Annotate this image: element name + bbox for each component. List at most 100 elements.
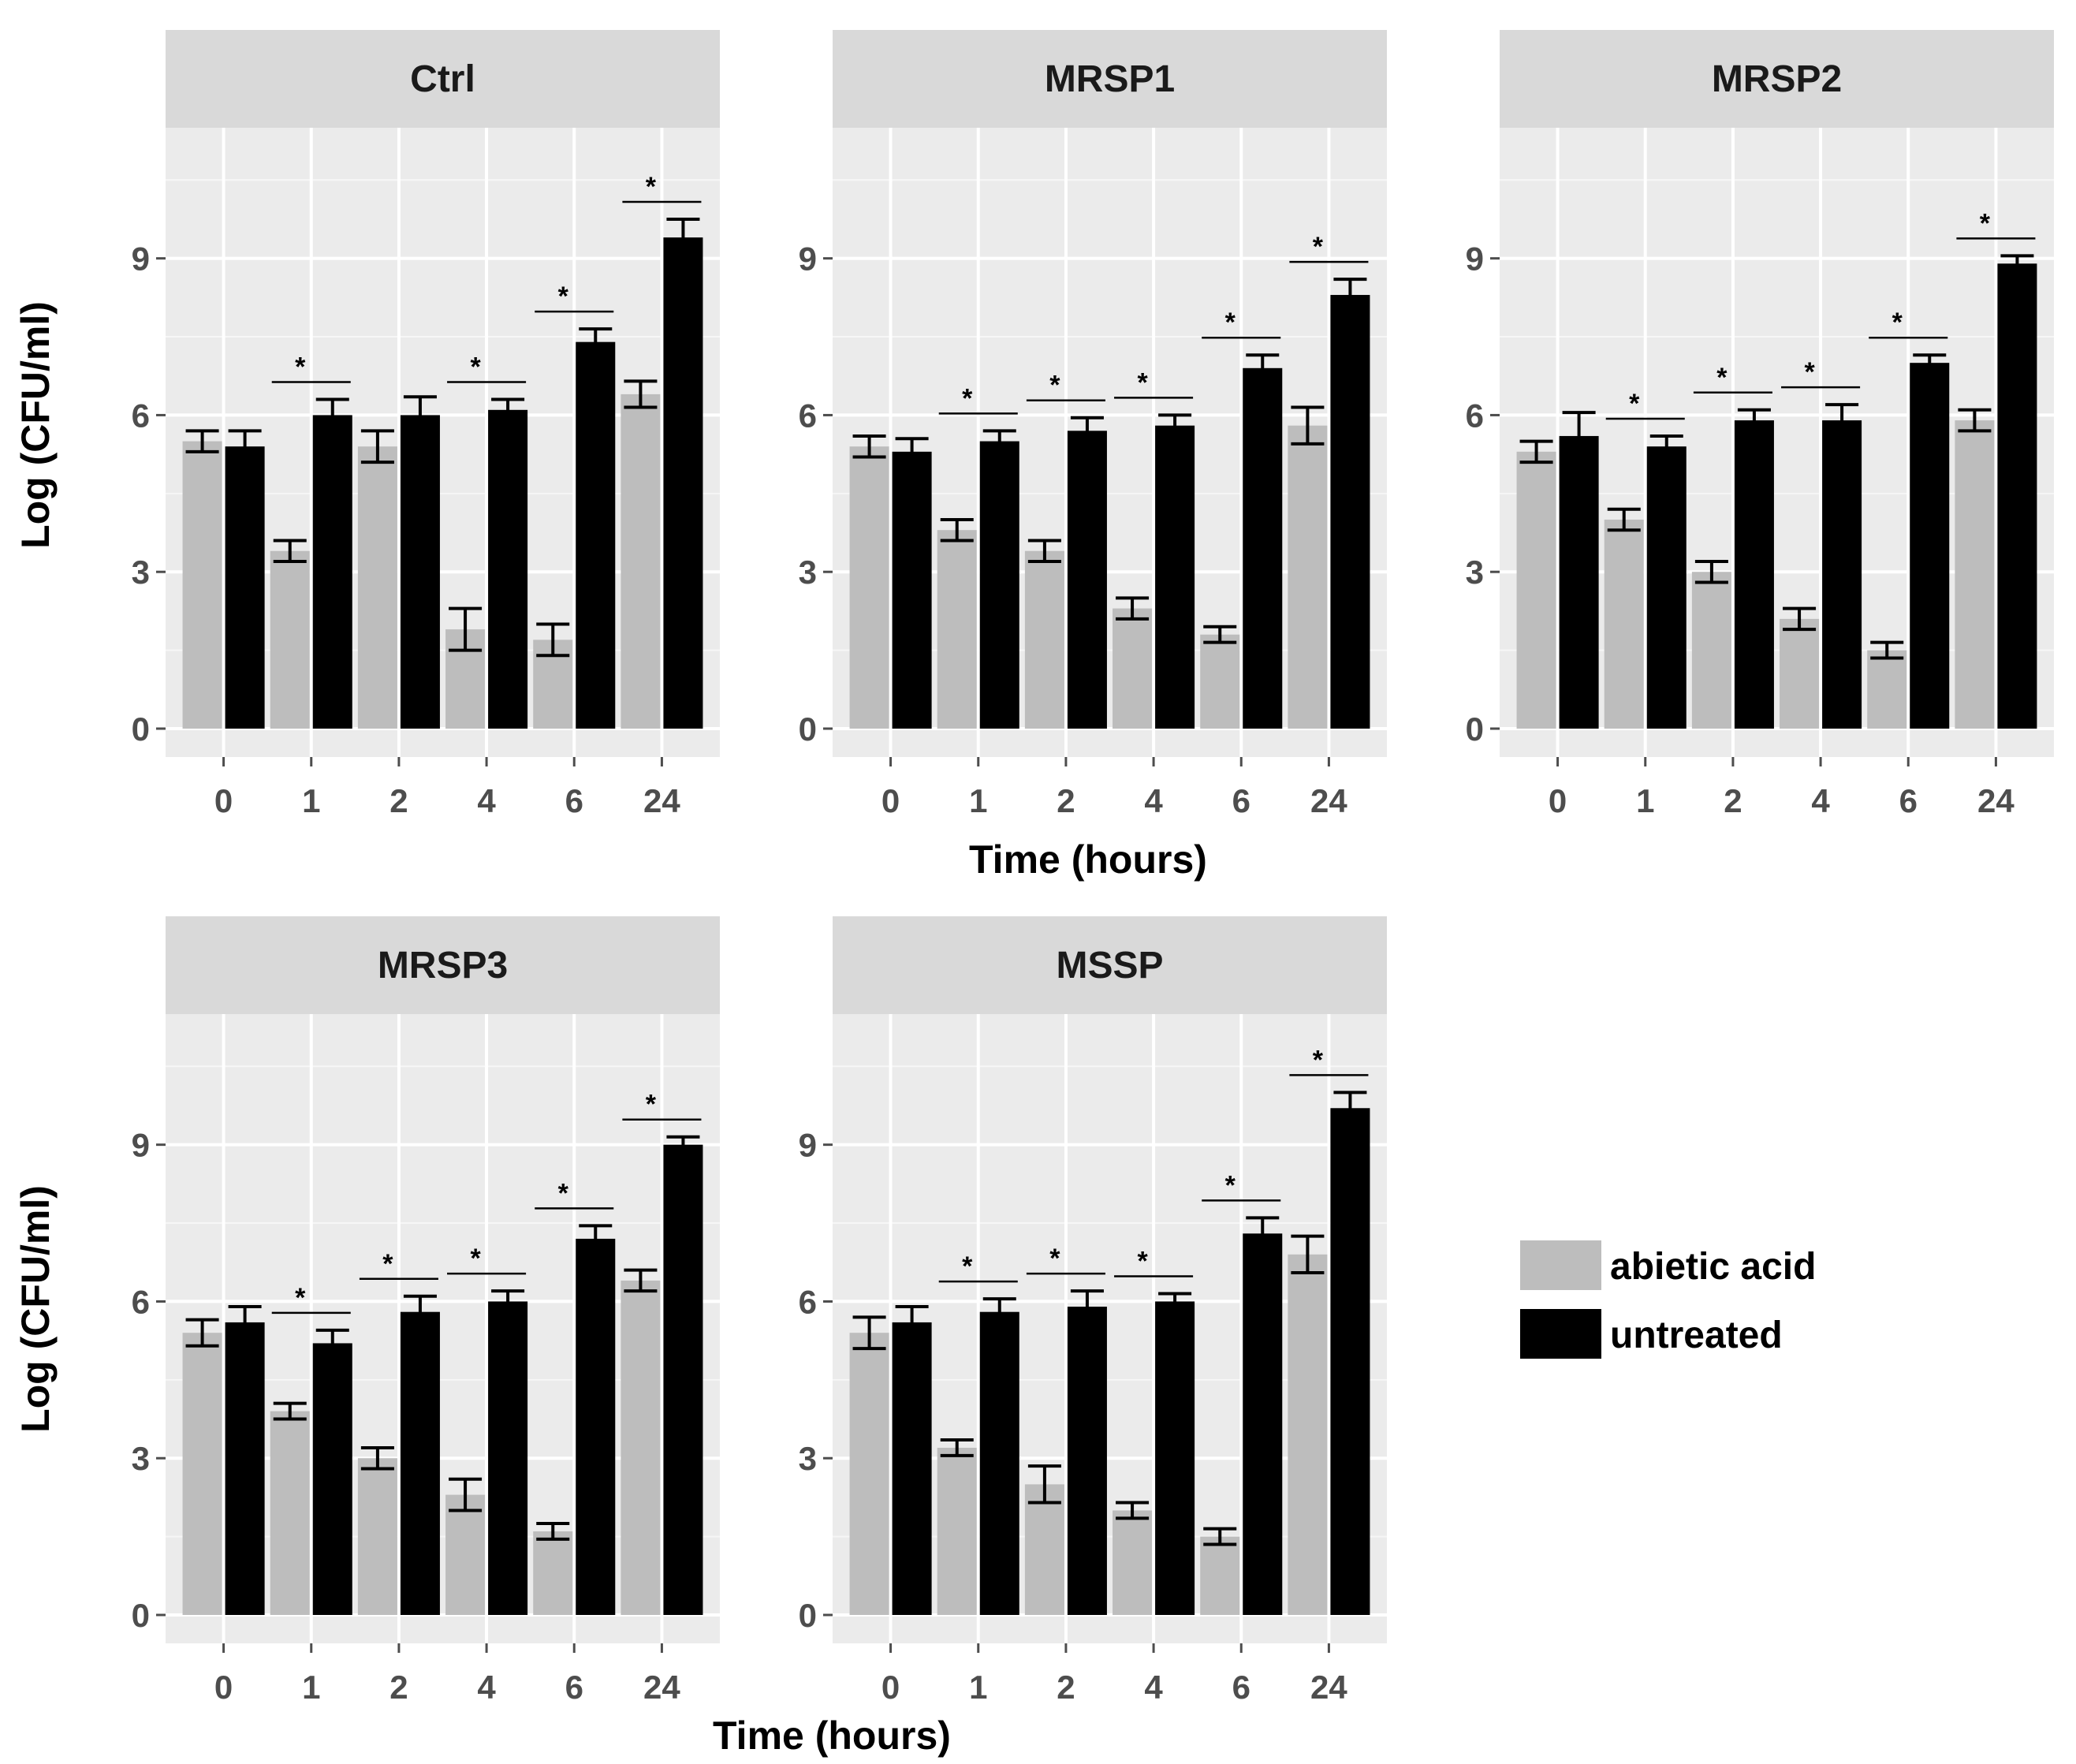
- panel-title: MSSP: [1056, 945, 1163, 986]
- y-tick-label: 0: [132, 710, 150, 748]
- x-tick-label: 24: [1977, 782, 2015, 819]
- y-tick-label: 6: [132, 1283, 150, 1320]
- bar-untreated-0: [892, 451, 932, 729]
- panel-strip: [833, 30, 1387, 128]
- bar-abietic-acid-0: [182, 441, 222, 729]
- bar-untreated-24: [1997, 263, 2037, 729]
- bar-untreated-4: [488, 1301, 528, 1615]
- x-tick-label: 6: [565, 782, 583, 819]
- legend-label-untreated: untreated: [1610, 1315, 1783, 1356]
- significance-star: *: [470, 1244, 481, 1274]
- significance-star: *: [1225, 1170, 1236, 1200]
- bar-untreated-6: [1243, 1233, 1283, 1615]
- y-tick-label: 9: [799, 241, 817, 278]
- significance-star: *: [962, 383, 973, 413]
- bar-abietic-acid-2: [357, 1458, 397, 1615]
- bar-untreated-6: [576, 341, 616, 729]
- bar-untreated-2: [1067, 431, 1107, 729]
- bar-untreated-1: [312, 1343, 352, 1615]
- y-axis-title: Log (CFU/ml): [13, 301, 58, 549]
- bar-untreated-0: [1559, 435, 1599, 729]
- significance-star: *: [1225, 308, 1236, 338]
- bar-untreated-2: [400, 1311, 440, 1615]
- y-tick-label: 9: [132, 241, 150, 278]
- bar-abietic-acid-1: [937, 530, 977, 729]
- x-tick-label: 2: [389, 1669, 408, 1706]
- bar-abietic-acid-2: [1691, 572, 1731, 729]
- legend: abietic acid untreated: [1520, 1240, 1816, 1359]
- bar-abietic-acid-2: [1024, 1484, 1064, 1615]
- significance-star: *: [1716, 363, 1728, 393]
- x-tick-label: 1: [1636, 782, 1654, 819]
- significance-star: *: [558, 1178, 569, 1208]
- x-axis-title: Time (hours): [969, 837, 1207, 882]
- significance-star: *: [382, 1249, 393, 1279]
- bar-untreated-4: [1822, 420, 1862, 729]
- x-tick-label: 4: [477, 782, 496, 819]
- x-tick-label: 2: [389, 782, 408, 819]
- bar-untreated-6: [576, 1238, 616, 1615]
- panel-strip: [833, 916, 1387, 1014]
- bar-untreated-1: [979, 1311, 1019, 1615]
- bar-untreated-2: [1734, 420, 1774, 729]
- bar-untreated-24: [1330, 295, 1370, 729]
- bar-abietic-acid-4: [1113, 1510, 1153, 1615]
- x-tick-label: 4: [1811, 782, 1830, 819]
- x-tick-label: 0: [214, 782, 233, 819]
- y-tick-label: 0: [132, 1597, 150, 1634]
- significance-star: *: [470, 352, 481, 382]
- bar-abietic-acid-1: [270, 1411, 310, 1615]
- x-tick-label: 6: [565, 1669, 583, 1706]
- significance-star: *: [646, 172, 657, 202]
- bar-abietic-acid-1: [937, 1447, 977, 1615]
- panel-title: MRSP2: [1712, 58, 1842, 100]
- x-tick-label: 24: [643, 782, 680, 819]
- significance-star: *: [1629, 389, 1640, 419]
- bar-untreated-4: [1155, 425, 1195, 729]
- bar-untreated-4: [1155, 1301, 1195, 1615]
- bar-abietic-acid-4: [1113, 608, 1153, 729]
- bar-untreated-24: [1330, 1108, 1370, 1615]
- x-tick-label: 2: [1057, 1669, 1075, 1706]
- y-tick-label: 0: [799, 710, 817, 748]
- y-tick-label: 3: [132, 1440, 150, 1477]
- bar-abietic-acid-6: [533, 1531, 573, 1615]
- x-tick-label: 4: [477, 1669, 496, 1706]
- significance-star: *: [1137, 367, 1148, 397]
- legend-key-untreated: [1520, 1309, 1601, 1359]
- x-tick-label: 1: [302, 782, 320, 819]
- y-tick-label: 6: [799, 397, 817, 434]
- x-tick-label: 6: [1232, 1669, 1250, 1706]
- panel-strip: [166, 30, 720, 128]
- y-tick-label: 6: [1466, 397, 1484, 434]
- bar-abietic-acid-24: [621, 1280, 661, 1615]
- significance-star: *: [1313, 232, 1324, 262]
- panel-strip: [1500, 30, 2054, 128]
- bar-untreated-24: [663, 1144, 703, 1615]
- significance-star: *: [646, 1090, 657, 1120]
- x-tick-label: 0: [881, 782, 900, 819]
- x-tick-label: 1: [302, 1669, 320, 1706]
- panel-title: Ctrl: [410, 58, 475, 100]
- significance-star: *: [1049, 1244, 1060, 1274]
- bar-abietic-acid-1: [1604, 519, 1644, 729]
- significance-star: *: [1313, 1045, 1324, 1075]
- y-tick-label: 0: [799, 1597, 817, 1634]
- bar-untreated-1: [979, 441, 1019, 729]
- significance-star: *: [1804, 357, 1815, 387]
- y-tick-label: 0: [1466, 710, 1484, 748]
- bar-abietic-acid-0: [849, 446, 889, 729]
- bar-abietic-acid-24: [1288, 425, 1328, 729]
- x-tick-label: 1: [969, 782, 987, 819]
- bar-abietic-acid-24: [1955, 420, 1995, 729]
- bar-abietic-acid-2: [1024, 550, 1064, 729]
- bar-untreated-1: [312, 415, 352, 729]
- x-axis-title: Time (hours): [713, 1714, 951, 1758]
- bar-untreated-2: [400, 415, 440, 729]
- bar-untreated-1: [1646, 446, 1687, 729]
- x-tick-label: 1: [969, 1669, 987, 1706]
